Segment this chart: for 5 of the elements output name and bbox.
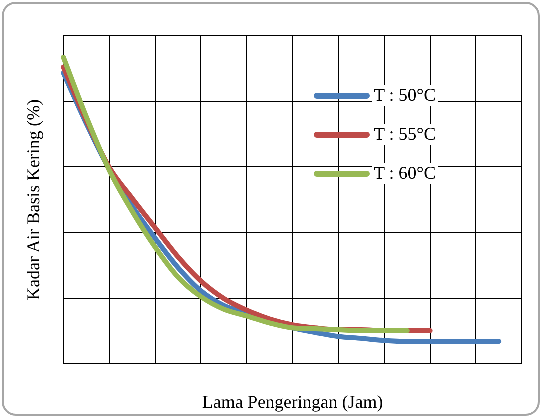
y-axis-title: Kadar Air Basis Kering (%) xyxy=(24,100,44,300)
legend-label: T : 60°C xyxy=(372,163,438,184)
legend-label: T : 50°C xyxy=(372,85,438,106)
legend-label: T : 55°C xyxy=(372,124,438,145)
x-axis-title: Lama Pengeringan (Jam) xyxy=(202,392,384,412)
